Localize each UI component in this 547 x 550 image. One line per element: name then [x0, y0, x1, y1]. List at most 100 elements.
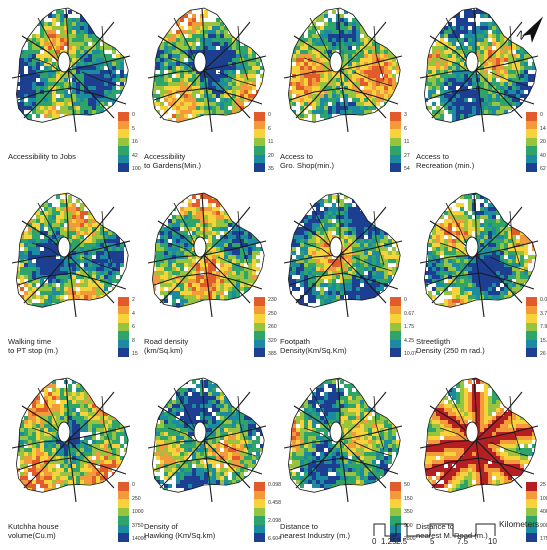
road-line — [439, 242, 467, 256]
road-line — [101, 210, 113, 266]
legend-color-ramp — [254, 112, 265, 173]
legend-swatch — [254, 163, 265, 173]
map-caption: Footpath — [280, 337, 310, 346]
road-line — [509, 25, 521, 81]
map-caption: Recreation (min.) — [416, 161, 475, 170]
legend-tick-label: 6 — [268, 125, 271, 132]
map-caption: Distance to — [416, 522, 454, 531]
legend-swatch — [254, 146, 265, 156]
legend-tick-label: 150 — [404, 495, 413, 502]
legend-swatch — [390, 490, 401, 500]
legend-swatch — [526, 348, 537, 358]
legend-tick-label: 0.05 — [540, 297, 547, 303]
scale-bar-graphic — [373, 523, 496, 537]
road-line — [81, 256, 121, 272]
legend-swatch — [390, 331, 401, 341]
central-area — [329, 236, 343, 258]
map-distance-road — [419, 377, 539, 503]
scale-label-1: 1.25 — [381, 537, 397, 546]
central-area — [465, 51, 479, 73]
road-line — [101, 395, 113, 451]
map-hawking-density — [147, 377, 267, 503]
legend-swatch — [390, 120, 401, 130]
legend-swatch — [118, 322, 129, 332]
legend-swatch — [526, 146, 537, 156]
legend-color-ramp — [526, 297, 537, 358]
city-boundary — [15, 192, 129, 308]
scale-label-4: 7.5 — [457, 537, 469, 546]
central-area — [57, 421, 71, 443]
legend-swatch — [390, 154, 401, 164]
legend-tick-label: 14000 — [132, 536, 147, 542]
city-boundary — [151, 192, 265, 308]
legend-color-ramp — [526, 482, 537, 543]
legend-swatch — [254, 516, 265, 526]
road-line — [237, 395, 249, 451]
legend-access-recreation: 0 14 20 40 62 — [526, 112, 547, 173]
legend-swatch — [254, 297, 265, 307]
legend-tick-label: 6 — [132, 324, 135, 330]
legend-tick-label: 25 — [540, 482, 546, 488]
legend-swatch — [526, 112, 537, 122]
road-line — [353, 71, 393, 87]
legend-swatch — [254, 112, 265, 122]
legend-swatch — [118, 314, 129, 324]
road-line — [489, 256, 529, 272]
legend-tick-label: 400 — [540, 509, 547, 515]
city-boundary — [151, 377, 265, 493]
legend-color-ramp — [390, 112, 401, 173]
legend-swatch — [390, 322, 401, 332]
city-boundary — [151, 7, 265, 123]
road-line — [439, 57, 467, 71]
road-line — [373, 395, 385, 451]
legend-swatch — [254, 482, 265, 492]
legend-swatch — [118, 482, 129, 492]
legend-tick-label: 6 — [404, 125, 407, 132]
legend-swatch — [118, 331, 129, 341]
legend-swatch — [526, 482, 537, 492]
map-caption: to Gardens(Min.) — [144, 161, 201, 170]
map-caption: Density of — [144, 522, 178, 531]
road-line — [217, 71, 257, 87]
legend-access-grocery: 3 6 11 27 54 — [390, 112, 442, 173]
legend-tick-label: 2 — [132, 297, 135, 303]
road-line — [425, 272, 535, 290]
road-line — [167, 242, 195, 256]
road-line — [439, 427, 467, 441]
legend-tick-label: 8 — [132, 337, 135, 344]
road-line — [445, 387, 469, 433]
road-line — [303, 427, 331, 441]
road-line — [153, 457, 263, 475]
map-streetlight-density — [419, 192, 539, 318]
city-boundary — [287, 377, 401, 493]
legend-tick-label: 35 — [268, 166, 274, 172]
legend-swatch — [254, 154, 265, 164]
legend-swatch — [390, 112, 401, 122]
legend-color-ramp — [390, 297, 401, 358]
legend-swatch — [254, 120, 265, 130]
central-area — [57, 236, 71, 258]
legend-swatch — [118, 163, 129, 173]
legend-swatch — [118, 339, 129, 349]
legend-swatch — [118, 507, 129, 517]
road-line — [425, 457, 535, 475]
legend-tick-label: 2.098 — [268, 518, 281, 524]
legend-color-ramp — [118, 297, 129, 358]
legend-swatch — [118, 533, 129, 543]
legend-swatch — [118, 154, 129, 164]
map-caption: Accessibility to Jobs — [8, 152, 76, 161]
legend-swatch — [254, 524, 265, 534]
road-line — [37, 387, 61, 433]
legend-footpath-density: 0 0.67 1.75 4.25 10.07 — [390, 297, 442, 358]
legend-swatch — [118, 112, 129, 122]
legend-swatch — [254, 339, 265, 349]
scale-label-2: 2.5 — [396, 537, 408, 546]
map-road-density — [147, 192, 267, 318]
legend-tick-label: 350 — [404, 509, 413, 515]
legend-swatch — [390, 516, 401, 526]
legend-tick-label: 20 — [268, 152, 274, 159]
legend-swatch — [526, 314, 537, 324]
legend-swatch — [390, 314, 401, 324]
city-boundary — [423, 7, 537, 123]
